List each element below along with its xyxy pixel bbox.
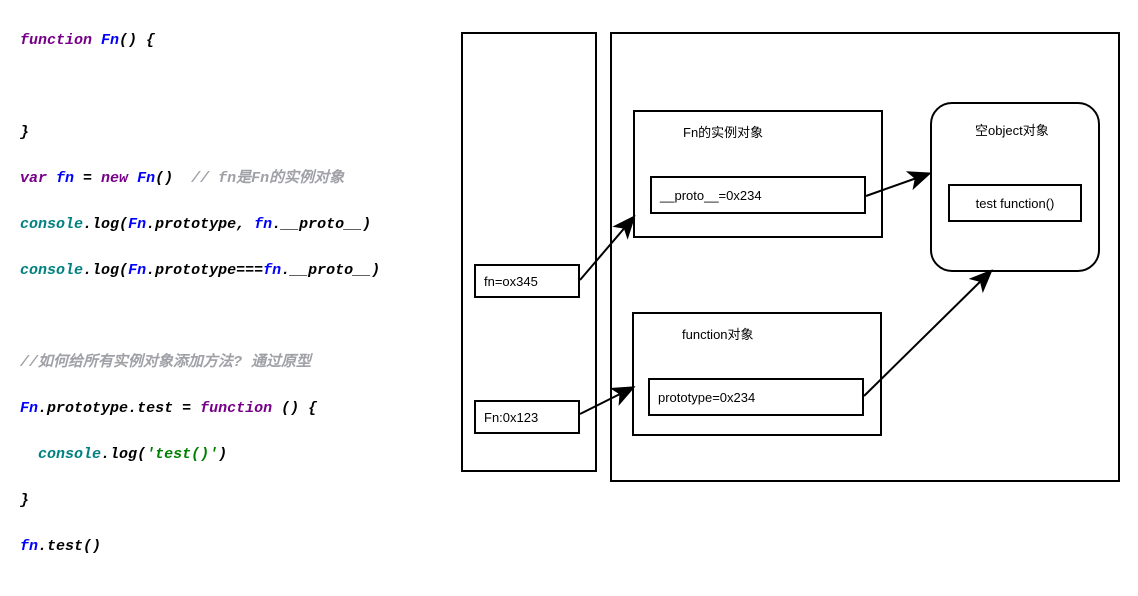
code-line-3: } bbox=[20, 121, 380, 144]
comment: // fn是Fn的实例对象 bbox=[173, 170, 344, 187]
prototype-box bbox=[930, 102, 1100, 272]
code-line-5: console.log(Fn.prototype, fn.__proto__) bbox=[20, 213, 380, 236]
kw-function: function bbox=[20, 32, 92, 49]
prototype-title: 空object对象 bbox=[975, 120, 1049, 139]
stack-cell-Fn: Fn:0x123 bbox=[474, 400, 580, 434]
code-line-11: } bbox=[20, 489, 380, 512]
instance-box bbox=[633, 110, 883, 238]
function-title: function对象 bbox=[682, 324, 754, 343]
code-line-9: Fn.prototype.test = function () { bbox=[20, 397, 380, 420]
arrow-fn-to-instance bbox=[580, 218, 633, 280]
arrow-Fn-to-function bbox=[580, 388, 632, 414]
arrow-instance-to-proto bbox=[866, 174, 928, 196]
code-line-2 bbox=[20, 75, 380, 98]
code-line-12: fn.test() bbox=[20, 535, 380, 558]
function-prototype-cell: prototype=0x234 bbox=[648, 378, 864, 416]
code-line-10: console.log('test()') bbox=[20, 443, 380, 466]
stack-cell-fn: fn=ox345 bbox=[474, 264, 580, 298]
instance-proto-cell: __proto__=0x234 bbox=[650, 176, 866, 214]
code-line-8: //如何给所有实例对象添加方法? 通过原型 bbox=[20, 351, 380, 374]
code-line-6: console.log(Fn.prototype===fn.__proto__) bbox=[20, 259, 380, 282]
prototype-test-cell: test function() bbox=[948, 184, 1082, 222]
code-block: function Fn() { } var fn = new Fn() // f… bbox=[20, 6, 380, 581]
code-line-1: function Fn() { bbox=[20, 29, 380, 52]
stack-box bbox=[461, 32, 597, 472]
code-line-7 bbox=[20, 305, 380, 328]
instance-title: Fn的实例对象 bbox=[683, 122, 763, 141]
function-box bbox=[632, 312, 882, 436]
code-line-4: var fn = new Fn() // fn是Fn的实例对象 bbox=[20, 167, 380, 190]
arrow-function-to-proto bbox=[864, 272, 990, 396]
heap-box bbox=[610, 32, 1120, 482]
comment: //如何给所有实例对象添加方法? 通过原型 bbox=[20, 354, 311, 371]
fn-name: Fn bbox=[92, 32, 119, 49]
